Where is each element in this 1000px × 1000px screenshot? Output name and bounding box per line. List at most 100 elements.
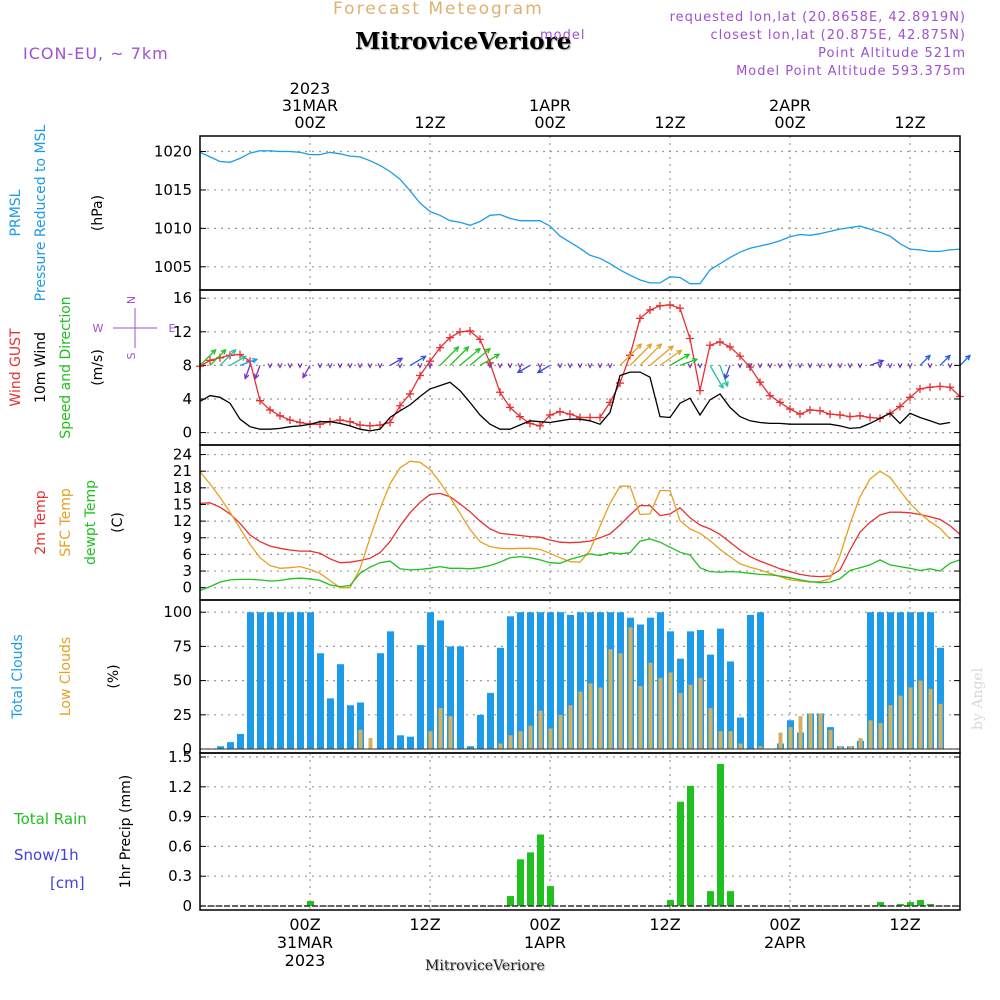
- rain-bar: [917, 900, 924, 906]
- calm-marker: [837, 363, 843, 369]
- total-cloud-bar: [537, 612, 544, 749]
- total-cloud-bar: [567, 614, 574, 749]
- low-cloud-bar: [688, 684, 693, 749]
- total-cloud-bar: [377, 653, 384, 749]
- wind-arrow: [439, 346, 459, 366]
- gust-marker: [466, 326, 474, 335]
- legend-snow-unit: [cm]: [50, 874, 85, 892]
- low-cloud-bar: [798, 716, 803, 749]
- calm-marker: [427, 363, 433, 369]
- point-altitude: Point Altitude 521m: [818, 46, 966, 61]
- calm-marker: [827, 363, 833, 369]
- y-tick-label: 75: [173, 637, 192, 655]
- calm-marker: [587, 363, 593, 369]
- wind-arrow-head: [210, 348, 217, 355]
- low-cloud-bar: [728, 731, 733, 749]
- calm-marker: [847, 363, 853, 369]
- calm-marker: [397, 363, 403, 369]
- ylabel-pressure: PRMSL: [8, 189, 24, 236]
- calm-marker: [787, 363, 793, 369]
- wind-arrow-head: [463, 346, 470, 352]
- gust-marker: [206, 356, 214, 365]
- total-cloud-bar: [867, 612, 874, 749]
- rain-bar: [547, 886, 554, 906]
- total-cloud-bar: [437, 620, 444, 749]
- calm-marker: [377, 363, 383, 369]
- calm-marker: [687, 363, 693, 369]
- calm-marker: [737, 363, 743, 369]
- low-cloud-bar: [938, 703, 943, 749]
- total-cloud-bar: [347, 705, 354, 749]
- calm-marker: [357, 363, 363, 369]
- rain-bar: [727, 891, 734, 906]
- panel-frame: [199, 752, 961, 911]
- calm-marker: [497, 363, 503, 369]
- wind-arrow-head: [251, 357, 259, 364]
- time-label-bottom: 00Z: [529, 915, 560, 934]
- wind-arrow-head: [240, 355, 247, 361]
- calm-marker: [287, 363, 293, 369]
- gust-marker: [456, 327, 464, 336]
- total-cloud-bar: [357, 702, 364, 749]
- time-label-top: 12Z: [414, 113, 445, 132]
- low-cloud-bar: [678, 692, 683, 749]
- total-cloud-bar: [887, 612, 894, 749]
- ylabel-temp: 2m Temp: [33, 490, 49, 554]
- gust-marker: [766, 391, 774, 400]
- wind-arrow: [619, 343, 642, 366]
- low-cloud-bar: [878, 723, 883, 749]
- wind-arrow: [679, 358, 698, 367]
- gust-marker: [726, 342, 734, 351]
- total-cloud-bar: [737, 717, 744, 749]
- wind-arrow: [219, 349, 237, 366]
- calm-marker: [517, 363, 523, 369]
- total-cloud-bar: [257, 612, 264, 749]
- low-cloud-bar: [628, 627, 633, 749]
- calm-marker: [777, 363, 783, 369]
- calm-marker: [277, 363, 283, 369]
- wind-arrow-head: [924, 354, 931, 361]
- gust-marker: [386, 418, 394, 427]
- low-cloud-bar: [508, 735, 513, 749]
- wind-arrow-head: [718, 382, 724, 390]
- wind-arrow-head: [684, 353, 691, 359]
- y-tick-label: 100: [163, 603, 192, 621]
- low-cloud-bar: [818, 713, 823, 749]
- y-tick-label: 1015: [154, 181, 192, 199]
- total-cloud-bar: [237, 733, 244, 749]
- ylabel-clouds: (%): [106, 664, 122, 688]
- wind-arrow-head: [230, 348, 237, 355]
- ylabel-temp: (C): [110, 512, 126, 533]
- wind-arrow-head: [964, 354, 971, 361]
- wind-arrow: [649, 345, 674, 366]
- low-cloud-bar: [588, 683, 593, 749]
- legend-snow: Snow/1h: [14, 846, 79, 864]
- calm-marker: [897, 363, 903, 369]
- y-tick-label: 12: [173, 323, 192, 341]
- total-cloud-bar: [487, 692, 494, 749]
- wind-arrow: [409, 355, 426, 366]
- gust-marker: [906, 393, 914, 402]
- total-cloud-bar: [727, 661, 734, 749]
- wind-arrow-head: [474, 347, 482, 354]
- gust-marker: [426, 357, 434, 366]
- ylabel-wind: (m/s): [90, 349, 106, 386]
- compass-e: E: [169, 322, 176, 335]
- gust-marker: [826, 410, 834, 419]
- wind-arrow-head: [944, 354, 951, 361]
- gust-marker: [926, 383, 934, 392]
- calm-marker: [367, 363, 373, 369]
- y-tick-label: 0.3: [168, 867, 192, 885]
- wind-arrow: [719, 365, 729, 387]
- calm-marker: [927, 363, 933, 369]
- compass-w: W: [93, 322, 104, 335]
- calm-marker: [417, 363, 423, 369]
- gust-marker: [536, 421, 544, 430]
- low-cloud-bar: [448, 716, 453, 749]
- gust-marker: [406, 389, 414, 398]
- y-tick-label: 12: [173, 512, 192, 530]
- ylabel-pressure: (hPa): [90, 195, 106, 231]
- y-tick-label: 4: [182, 390, 192, 408]
- wind-arrow: [537, 364, 551, 373]
- y-tick-label: 18: [173, 479, 192, 497]
